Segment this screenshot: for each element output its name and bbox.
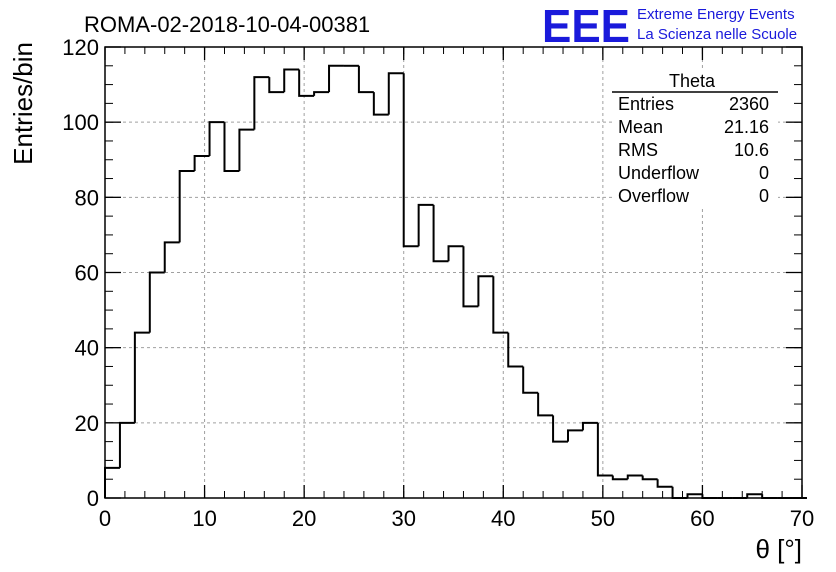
histogram-bin — [118, 421, 135, 468]
histogram-bin — [611, 475, 628, 481]
y-tick-label: 100 — [62, 110, 99, 135]
eee-logo: EEE — [542, 0, 630, 52]
x-tick-label: 0 — [99, 506, 111, 531]
histogram-bin — [432, 204, 449, 263]
x-tick-label: 60 — [690, 506, 714, 531]
stats-label-rms: RMS — [618, 140, 658, 160]
histogram-bin — [148, 271, 165, 333]
histogram-series — [104, 64, 807, 499]
x-tick-label: 70 — [790, 506, 814, 531]
histogram-bin — [462, 246, 479, 308]
histogram-bin — [163, 241, 180, 273]
histogram-bin — [298, 69, 315, 97]
histogram-bin — [626, 474, 643, 480]
stats-label-mean: Mean — [618, 117, 663, 137]
stats-value-mean: 21.16 — [724, 117, 769, 137]
histogram-bin — [193, 154, 210, 172]
y-tick-label: 40 — [75, 336, 99, 361]
y-tick-label: 60 — [75, 261, 99, 286]
axes — [104, 46, 803, 499]
y-tick-label: 20 — [75, 411, 99, 436]
histogram-bin — [402, 73, 419, 248]
y-tick-label: 120 — [62, 35, 99, 60]
logo-line-2: La Scienza nelle Scuole — [637, 26, 797, 43]
stats-value-entries: 2360 — [729, 94, 769, 114]
histogram-bin — [447, 245, 464, 262]
histogram-bin — [492, 276, 509, 334]
histogram-bin — [223, 122, 240, 173]
grid-lines — [105, 47, 802, 498]
histogram-bin — [552, 415, 569, 443]
stats-label-overflow: Overflow — [618, 186, 690, 206]
histogram-bin — [372, 92, 389, 116]
x-tick-label: 10 — [192, 506, 216, 531]
histogram-bin — [671, 486, 688, 499]
x-tick-label: 30 — [391, 506, 415, 531]
histogram-bin — [507, 332, 524, 368]
histogram-bin — [208, 121, 225, 156]
histogram-bin — [387, 72, 404, 115]
histogram-bin — [746, 493, 763, 498]
histogram-bin — [581, 421, 598, 431]
histogram-bin — [283, 68, 300, 93]
histogram-bin — [357, 65, 374, 94]
histogram-bin — [686, 493, 703, 498]
x-tick-label: 50 — [591, 506, 615, 531]
stats-label-underflow: Underflow — [618, 163, 700, 183]
stats-box: Theta Entries 2360 Mean 21.16 RMS 10.6 U… — [612, 70, 778, 208]
histogram-bin — [268, 77, 285, 94]
stats-label-entries: Entries — [618, 94, 674, 114]
histogram-bin — [567, 429, 583, 442]
tick-labels: 0 10 20 30 40 50 60 70 0 20 40 60 80 100 120 — [62, 35, 814, 531]
histogram-bin — [596, 422, 613, 477]
histogram-bin — [104, 466, 120, 498]
histogram-bin — [477, 275, 494, 307]
y-tick-label: 80 — [75, 185, 99, 210]
histogram-bin — [537, 392, 554, 417]
histogram-bin — [522, 366, 539, 394]
run-title: ROMA-02-2018-10-04-00381 — [84, 12, 370, 37]
x-axis-label: θ [°] — [755, 534, 802, 564]
stats-box-title: Theta — [669, 71, 716, 91]
histogram-bin — [238, 128, 255, 172]
stats-value-overflow: 0 — [759, 186, 769, 206]
histogram-bin — [656, 479, 673, 488]
histogram-bin — [133, 331, 150, 423]
histogram-bin — [253, 76, 270, 130]
y-tick-label: 0 — [87, 486, 99, 511]
logo-line-1: Extreme Energy Events — [637, 6, 795, 23]
histogram-bin — [313, 91, 330, 96]
histogram-bin — [641, 475, 658, 481]
y-axis-label: Entries/bin — [8, 42, 38, 165]
histogram-bin — [178, 170, 195, 243]
histogram-bin — [328, 64, 344, 93]
x-tick-label: 20 — [292, 506, 316, 531]
x-tick-label: 40 — [491, 506, 515, 531]
stats-value-rms: 10.6 — [734, 140, 769, 160]
stats-value-underflow: 0 — [759, 163, 769, 183]
histogram-bin — [417, 203, 434, 247]
stats-box-background — [612, 70, 778, 208]
